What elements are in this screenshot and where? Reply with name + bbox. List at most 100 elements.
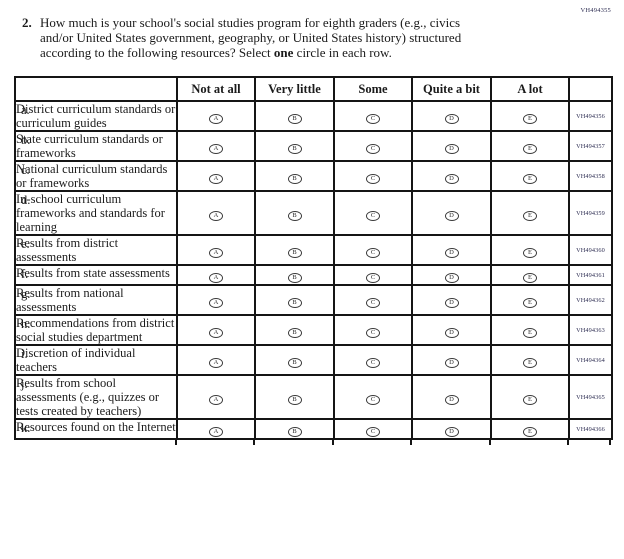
bubble-cell-not-at-all[interactable]: A — [176, 130, 256, 162]
response-bubble[interactable]: B — [287, 174, 302, 185]
bubble-cell-quite-a-bit[interactable]: D — [411, 130, 492, 162]
response-bubble[interactable]: A — [209, 298, 223, 309]
response-bubble[interactable]: C — [366, 144, 380, 155]
response-bubble[interactable]: C — [366, 273, 380, 284]
response-bubble[interactable]: C — [366, 427, 380, 438]
bubble-cell-some[interactable]: C — [333, 374, 413, 420]
response-bubble[interactable]: D — [444, 298, 459, 309]
bubble-cell-very-little[interactable]: B — [254, 160, 335, 192]
response-bubble[interactable]: E — [523, 144, 537, 155]
bubble-cell-a-lot[interactable]: E — [490, 314, 570, 346]
bubble-cell-some[interactable]: C — [333, 314, 413, 346]
response-bubble[interactable]: E — [523, 427, 537, 438]
bubble-cell-very-little[interactable]: B — [254, 190, 335, 236]
response-bubble[interactable]: A — [209, 248, 223, 259]
response-bubble[interactable]: D — [444, 248, 459, 259]
bubble-cell-quite-a-bit[interactable]: D — [411, 418, 492, 440]
response-bubble[interactable]: A — [209, 144, 223, 155]
response-bubble[interactable]: E — [523, 328, 537, 339]
bubble-cell-quite-a-bit[interactable]: D — [411, 160, 492, 192]
bubble-cell-quite-a-bit[interactable]: D — [411, 100, 492, 132]
response-bubble[interactable]: C — [366, 395, 380, 406]
bubble-cell-not-at-all[interactable]: A — [176, 284, 256, 316]
bubble-cell-a-lot[interactable]: E — [490, 418, 570, 440]
bubble-cell-a-lot[interactable]: E — [490, 130, 570, 162]
response-bubble[interactable]: D — [444, 273, 459, 284]
bubble-cell-some[interactable]: C — [333, 130, 413, 162]
response-bubble[interactable]: A — [209, 395, 223, 406]
response-bubble[interactable]: E — [523, 395, 537, 406]
bubble-cell-very-little[interactable]: B — [254, 314, 335, 346]
response-bubble[interactable]: B — [287, 298, 302, 309]
bubble-cell-quite-a-bit[interactable]: D — [411, 374, 492, 420]
response-bubble[interactable]: C — [366, 211, 380, 222]
response-bubble[interactable]: B — [287, 248, 302, 259]
bubble-cell-quite-a-bit[interactable]: D — [411, 234, 492, 266]
response-bubble[interactable]: D — [444, 114, 459, 125]
bubble-cell-not-at-all[interactable]: A — [176, 264, 256, 286]
bubble-cell-some[interactable]: C — [333, 418, 413, 440]
response-bubble[interactable]: E — [523, 298, 537, 309]
response-bubble[interactable]: B — [287, 273, 302, 284]
response-bubble[interactable]: D — [444, 144, 459, 155]
response-bubble[interactable]: B — [287, 211, 302, 222]
response-bubble[interactable]: B — [287, 358, 302, 369]
bubble-cell-quite-a-bit[interactable]: D — [411, 190, 492, 236]
response-bubble[interactable]: A — [209, 273, 223, 284]
bubble-cell-quite-a-bit[interactable]: D — [411, 314, 492, 346]
bubble-cell-very-little[interactable]: B — [254, 130, 335, 162]
bubble-cell-a-lot[interactable]: E — [490, 100, 570, 132]
bubble-cell-quite-a-bit[interactable]: D — [411, 344, 492, 376]
response-bubble[interactable]: E — [523, 273, 537, 284]
response-bubble[interactable]: E — [523, 248, 537, 259]
bubble-cell-some[interactable]: C — [333, 284, 413, 316]
response-bubble[interactable]: C — [366, 358, 380, 369]
response-bubble[interactable]: E — [523, 174, 537, 185]
bubble-cell-a-lot[interactable]: E — [490, 344, 570, 376]
bubble-cell-very-little[interactable]: B — [254, 284, 335, 316]
response-bubble[interactable]: C — [366, 328, 380, 339]
bubble-cell-a-lot[interactable]: E — [490, 374, 570, 420]
response-bubble[interactable]: E — [523, 211, 537, 222]
response-bubble[interactable]: A — [209, 328, 223, 339]
response-bubble[interactable]: D — [444, 174, 459, 185]
response-bubble[interactable]: D — [444, 358, 459, 369]
bubble-cell-quite-a-bit[interactable]: D — [411, 264, 492, 286]
response-bubble[interactable]: D — [444, 395, 459, 406]
bubble-cell-a-lot[interactable]: E — [490, 234, 570, 266]
response-bubble[interactable]: C — [366, 174, 380, 185]
response-bubble[interactable]: C — [366, 248, 380, 259]
bubble-cell-a-lot[interactable]: E — [490, 264, 570, 286]
bubble-cell-not-at-all[interactable]: A — [176, 418, 256, 440]
response-bubble[interactable]: E — [523, 358, 537, 369]
response-bubble[interactable]: A — [209, 427, 223, 438]
bubble-cell-some[interactable]: C — [333, 160, 413, 192]
bubble-cell-not-at-all[interactable]: A — [176, 100, 256, 132]
response-bubble[interactable]: E — [523, 114, 537, 125]
response-bubble[interactable]: D — [444, 328, 459, 339]
bubble-cell-some[interactable]: C — [333, 234, 413, 266]
bubble-cell-some[interactable]: C — [333, 264, 413, 286]
bubble-cell-very-little[interactable]: B — [254, 234, 335, 266]
bubble-cell-a-lot[interactable]: E — [490, 190, 570, 236]
bubble-cell-some[interactable]: C — [333, 344, 413, 376]
bubble-cell-some[interactable]: C — [333, 190, 413, 236]
response-bubble[interactable]: B — [287, 144, 302, 155]
response-bubble[interactable]: A — [209, 174, 223, 185]
bubble-cell-not-at-all[interactable]: A — [176, 314, 256, 346]
bubble-cell-very-little[interactable]: B — [254, 344, 335, 376]
response-bubble[interactable]: B — [287, 427, 302, 438]
bubble-cell-a-lot[interactable]: E — [490, 160, 570, 192]
bubble-cell-some[interactable]: C — [333, 100, 413, 132]
response-bubble[interactable]: A — [209, 358, 223, 369]
response-bubble[interactable]: A — [209, 211, 223, 222]
bubble-cell-not-at-all[interactable]: A — [176, 190, 256, 236]
response-bubble[interactable]: C — [366, 298, 380, 309]
response-bubble[interactable]: D — [444, 427, 459, 438]
bubble-cell-not-at-all[interactable]: A — [176, 160, 256, 192]
response-bubble[interactable]: B — [287, 114, 302, 125]
response-bubble[interactable]: A — [209, 114, 223, 125]
bubble-cell-not-at-all[interactable]: A — [176, 374, 256, 420]
bubble-cell-quite-a-bit[interactable]: D — [411, 284, 492, 316]
bubble-cell-very-little[interactable]: B — [254, 374, 335, 420]
